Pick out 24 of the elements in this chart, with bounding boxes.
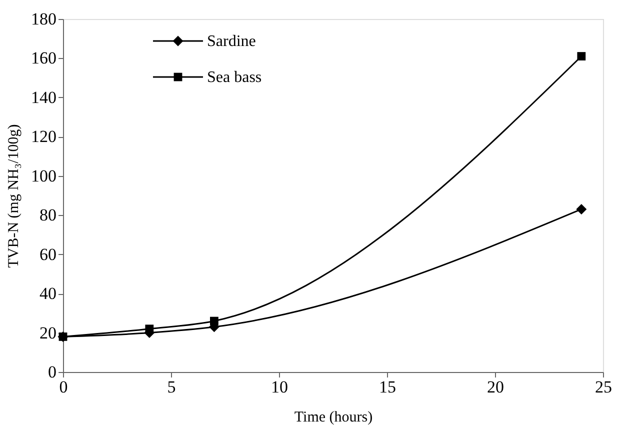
y-tick-label: 120	[31, 127, 56, 146]
x-tick-label: 15	[379, 378, 396, 396]
legend-label: Sardine	[207, 33, 256, 50]
legend-label: Sea bass	[207, 69, 262, 86]
point	[58, 332, 68, 341]
y-tick-label: 40	[40, 284, 56, 304]
x-tick-label: 20	[487, 378, 504, 396]
y-tick-label: 180	[31, 10, 56, 28]
y-tick-label: 60	[40, 244, 56, 264]
y-tick-label: 100	[31, 166, 56, 186]
y-tick-label: 160	[31, 48, 56, 68]
x-tick-label: 25	[595, 378, 612, 396]
x-tick-label: 5	[167, 378, 176, 396]
y-axis-title: TVB-N (mg NH₃/100g)	[6, 124, 22, 268]
point	[576, 204, 587, 214]
point	[210, 316, 218, 326]
y-tick-label: 140	[31, 88, 56, 107]
x-tick-label: 10	[271, 378, 288, 396]
point	[577, 52, 586, 60]
y-tick-label: 80	[40, 206, 56, 225]
y-tick-label: 20	[40, 323, 56, 342]
x-tick-label: 0	[59, 378, 68, 396]
y-tick-label: 0	[48, 362, 56, 382]
x-axis-title: Time (hours)	[294, 410, 373, 426]
